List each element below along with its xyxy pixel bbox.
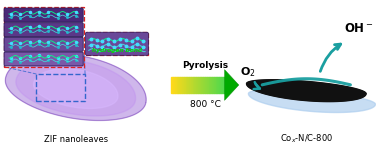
FancyBboxPatch shape — [4, 8, 83, 22]
Bar — [211, 77, 212, 93]
Bar — [207, 77, 209, 93]
Bar — [182, 77, 184, 93]
Bar — [186, 77, 187, 93]
Bar — [217, 77, 219, 93]
Bar — [200, 77, 201, 93]
Bar — [173, 77, 175, 93]
Bar — [216, 77, 217, 93]
Polygon shape — [248, 90, 375, 112]
Polygon shape — [34, 69, 118, 108]
Bar — [221, 77, 223, 93]
FancyBboxPatch shape — [4, 23, 83, 37]
Bar — [219, 77, 221, 93]
Text: OH$^-$: OH$^-$ — [344, 22, 373, 35]
Bar — [184, 77, 186, 93]
Bar — [193, 77, 194, 93]
Polygon shape — [246, 80, 366, 102]
Text: Pyrolysis: Pyrolysis — [182, 61, 228, 70]
Polygon shape — [225, 70, 239, 100]
Bar — [189, 77, 191, 93]
Text: ZIF nanoleaves: ZIF nanoleaves — [43, 135, 108, 144]
Bar — [36, 74, 85, 102]
Bar — [178, 77, 180, 93]
Text: hydrogen bond: hydrogen bond — [92, 48, 142, 53]
Bar — [180, 77, 182, 93]
Bar — [86, 32, 148, 55]
FancyBboxPatch shape — [4, 52, 83, 66]
Bar — [223, 77, 225, 93]
FancyBboxPatch shape — [4, 37, 83, 51]
FancyBboxPatch shape — [85, 32, 149, 55]
Bar — [196, 77, 198, 93]
Text: Co$_x$-N/C-800: Co$_x$-N/C-800 — [280, 133, 333, 145]
Bar — [187, 77, 189, 93]
Bar — [209, 77, 211, 93]
Bar — [175, 77, 177, 93]
Polygon shape — [5, 54, 146, 120]
Bar — [194, 77, 196, 93]
Bar — [4, 7, 84, 67]
Bar — [214, 77, 216, 93]
Text: O$_2$: O$_2$ — [240, 65, 256, 79]
Bar — [177, 77, 178, 93]
Text: 800 °C: 800 °C — [190, 100, 220, 108]
Bar — [212, 77, 214, 93]
Bar — [201, 77, 203, 93]
Polygon shape — [16, 60, 136, 116]
Bar — [198, 77, 200, 93]
Bar — [171, 77, 173, 93]
Bar — [191, 77, 193, 93]
Bar — [203, 77, 205, 93]
Bar — [205, 77, 207, 93]
